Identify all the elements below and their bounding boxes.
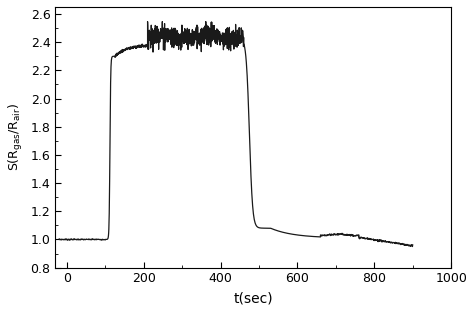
X-axis label: t(sec): t(sec) [233, 291, 273, 305]
Y-axis label: $\mathrm{S(R_{gas}/R_{air})}$: $\mathrm{S(R_{gas}/R_{air})}$ [7, 103, 25, 171]
